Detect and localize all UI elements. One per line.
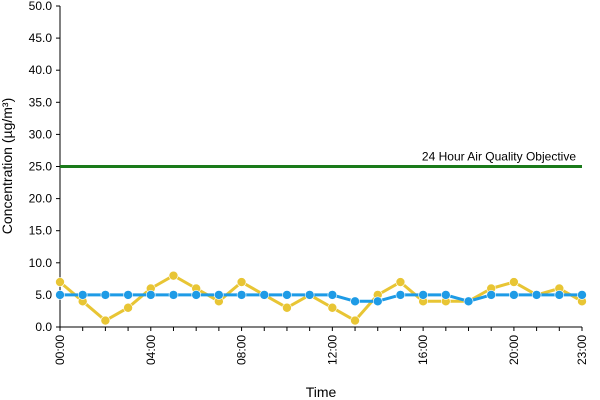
x-tick-label: 12:00 [325,335,339,365]
y-tick-label: 10.0 [29,256,53,270]
data-point [577,290,587,300]
data-point [372,296,383,307]
data-point [531,290,542,300]
y-tick-label: 45.0 [29,31,53,45]
y-tick-label: 5.0 [35,288,52,302]
data-point [168,270,179,281]
data-point [282,302,292,313]
series-group [55,270,587,326]
series-2 [55,290,587,307]
data-point [304,290,315,300]
y-tick-label: 30.0 [29,127,53,141]
x-tick-label: 23:00 [575,335,589,365]
data-point [55,290,65,300]
x-tick-label: 20:00 [507,335,521,365]
data-point [100,290,111,300]
x-tick-label: 04:00 [144,335,158,365]
data-point [123,302,133,313]
y-tick-label: 40.0 [29,63,53,77]
y-tick-label: 0.0 [35,320,52,334]
data-point [463,296,474,307]
data-point [191,290,201,300]
y-tick-label: 20.0 [29,192,53,206]
data-point [509,277,519,287]
x-tick-label: 08:00 [235,335,249,365]
y-tick-label: 25.0 [29,160,53,174]
data-point [236,290,247,300]
series-line [59,274,583,323]
data-point [214,290,224,300]
reference-line-label: 24 Hour Air Quality Objective [422,150,576,164]
data-point [77,290,88,300]
data-point [418,290,428,300]
data-point [100,315,111,326]
data-point [123,290,133,300]
y-tick-label: 15.0 [29,224,53,238]
data-point [327,302,338,313]
data-point [486,290,497,300]
data-point [168,290,179,300]
data-point [259,290,270,300]
data-point [395,277,406,287]
x-tick-label: 16:00 [416,335,430,365]
data-point [55,277,65,287]
data-point [395,290,406,300]
data-point [327,290,338,300]
data-point [441,290,451,300]
x-axis-title: Time [306,384,337,400]
reference-line-group: 24 Hour Air Quality Objective [60,150,582,168]
data-point [282,290,292,300]
series-1 [55,270,587,326]
data-point [350,315,360,326]
y-tick-label: 50.0 [29,0,53,13]
x-axis-ticks: 00:00 04:00 08:00 12:00 16:00 20:00 23:00 [53,327,589,365]
data-point [350,296,360,307]
y-axis-ticks: 0.0 5.0 10.0 15.0 20.0 25.0 30.0 35.0 40.0 45.0 50… [29,0,60,334]
y-tick-label: 35.0 [29,95,53,109]
data-point [236,277,247,287]
x-tick-label: 00:00 [53,335,67,365]
y-axis-title: Concentration (µg/m³) [0,98,15,234]
data-point [509,290,519,300]
data-point [554,290,565,300]
data-point [145,290,156,300]
